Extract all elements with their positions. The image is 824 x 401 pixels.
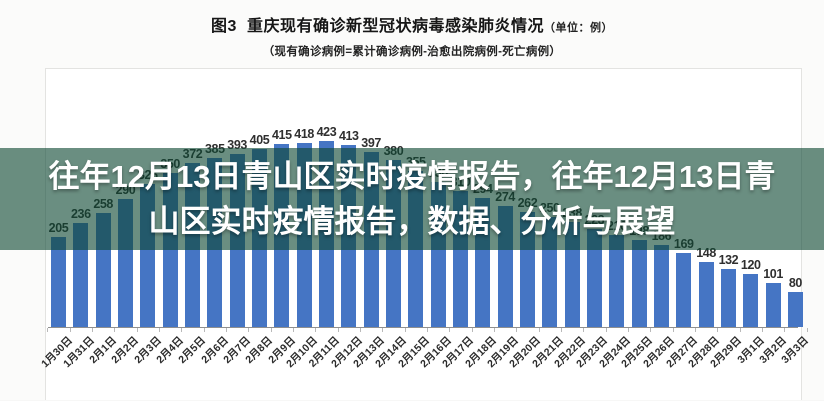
- bar-value-label: 80: [788, 276, 803, 290]
- bar: [676, 253, 692, 327]
- axis-tick: [270, 328, 272, 332]
- axis-tick: [181, 328, 183, 332]
- bar-value-label: 415: [271, 128, 292, 142]
- axis-tick: [717, 328, 719, 332]
- axis-tick: [516, 328, 518, 332]
- axis-tick: [605, 328, 607, 332]
- bar: [653, 245, 669, 327]
- axis-tick: [560, 328, 562, 332]
- bar: [586, 229, 602, 327]
- bar: [609, 235, 625, 327]
- bar: [743, 274, 759, 327]
- bar-value-label: 423: [316, 125, 337, 139]
- axis-tick: [292, 328, 294, 332]
- axis-tick: [784, 328, 786, 332]
- x-axis-line: [48, 327, 798, 328]
- bar: [720, 269, 736, 327]
- axis-tick: [627, 328, 629, 332]
- bar-value-label: 101: [763, 267, 783, 281]
- watermark-line-1: 往年12月13日青山区实时疫情报告，往年12月13日青: [48, 159, 776, 194]
- bar-value-label: 397: [361, 136, 381, 150]
- axis-tick: [203, 328, 205, 332]
- axis-tick: [136, 328, 138, 332]
- bar: [698, 262, 714, 327]
- axis-tick: [114, 328, 116, 332]
- axis-tick: [583, 328, 585, 332]
- axis-tick: [694, 328, 696, 332]
- axis-tick: [739, 328, 741, 332]
- axis-tick: [426, 328, 428, 332]
- chart-unit-note: （单位：例）: [543, 22, 613, 34]
- axis-tick: [69, 328, 71, 332]
- bar: [787, 292, 803, 327]
- axis-tick: [806, 328, 808, 332]
- axis-tick: [672, 328, 674, 332]
- chart-title-row: 图3 重庆现有确诊新型冠状病毒感染肺炎情况（单位：例）: [0, 12, 824, 36]
- axis-tick: [538, 328, 540, 332]
- bar-value-label: 418: [294, 127, 314, 141]
- axis-tick: [761, 328, 763, 332]
- bar-value-label: 405: [249, 133, 270, 147]
- axis-tick: [449, 328, 451, 332]
- axis-tick: [493, 328, 495, 332]
- axis-tick: [47, 328, 49, 332]
- bar-value-label: 132: [718, 253, 739, 267]
- axis-tick: [382, 328, 384, 332]
- axis-tick: [337, 328, 339, 332]
- axis-tick: [404, 328, 406, 332]
- axis-tick: [650, 328, 652, 332]
- chart-header: 图3 重庆现有确诊新型冠状病毒感染肺炎情况（单位：例） （现有确诊病例=累计确诊病…: [0, 0, 824, 66]
- axis-tick: [158, 328, 160, 332]
- axis-tick: [91, 328, 93, 332]
- axis-tick: [248, 328, 250, 332]
- bar-value-label: 413: [338, 129, 359, 143]
- watermark-line-2: 山区实时疫情报告，数据、分析与展望: [148, 204, 676, 239]
- figure-label: 图3: [211, 18, 237, 35]
- axis-tick: [225, 328, 227, 332]
- bar: [765, 283, 781, 327]
- bar: [51, 237, 66, 327]
- bar-value-label: 120: [740, 258, 761, 272]
- watermark-banner: 往年12月13日青山区实时疫情报告，往年12月13日青 山区实时疫情报告，数据、…: [0, 148, 824, 250]
- chart-title: 重庆现有确诊新型冠状病毒感染肺炎情况: [246, 18, 544, 35]
- bar: [631, 240, 647, 327]
- axis-tick: [315, 328, 317, 332]
- chart-subtitle: （现有确诊病例=累计确诊病例-治愈出院病例-死亡病例）: [262, 46, 562, 58]
- axis-tick: [359, 328, 361, 332]
- axis-tick: [471, 328, 473, 332]
